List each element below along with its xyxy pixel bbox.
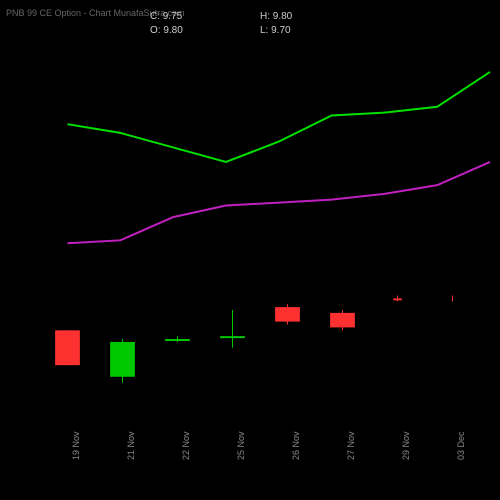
x-axis-label: 03 Dec [456,431,466,460]
candle-body [275,307,300,322]
candle-body [55,330,80,365]
x-axis-label: 19 Nov [71,431,81,460]
x-axis-label: 29 Nov [401,431,411,460]
candle-body [393,298,402,300]
x-axis-label: 21 Nov [126,431,136,460]
lower-line [68,162,491,243]
upper-line [68,72,491,162]
chart-canvas [0,0,500,500]
candle-body [330,313,355,328]
x-axis-label: 22 Nov [181,431,191,460]
candle-body [220,336,245,338]
x-axis-label: 27 Nov [346,431,356,460]
x-axis-label: 26 Nov [291,431,301,460]
candle-body [110,342,135,377]
candle-body [165,339,190,341]
x-axis-label: 25 Nov [236,431,246,460]
